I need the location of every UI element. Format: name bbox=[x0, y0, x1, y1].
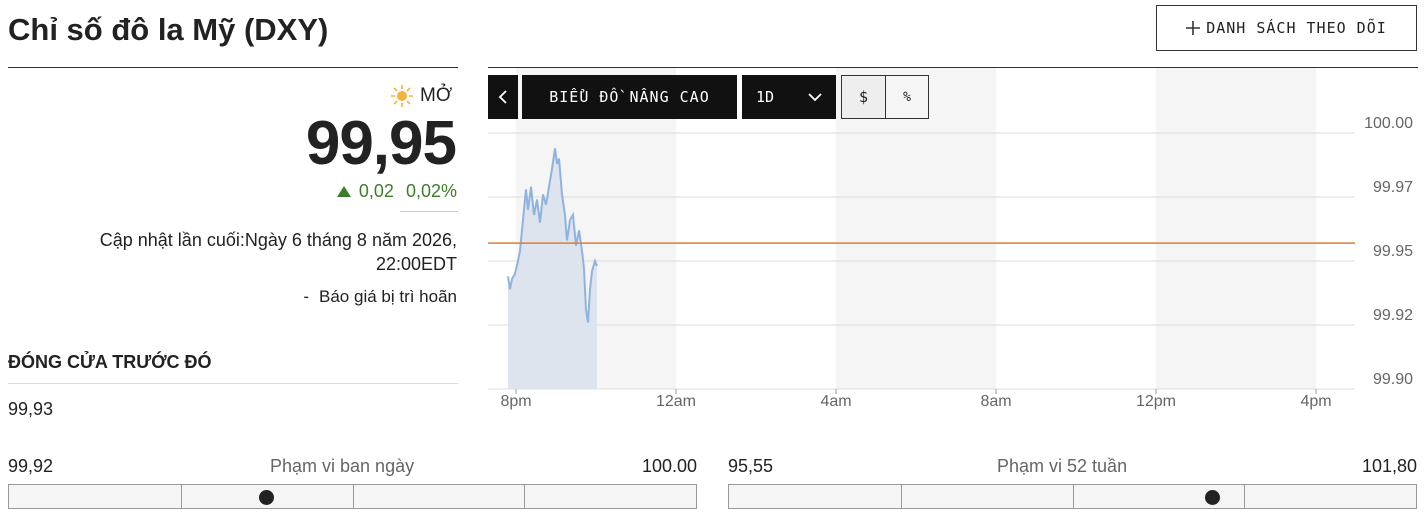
y-tick-label: 100.00 bbox=[1364, 115, 1413, 132]
range-divider bbox=[352, 485, 354, 508]
session-band bbox=[1156, 68, 1316, 389]
market-status: MỞ bbox=[420, 85, 453, 106]
updated-line: Cập nhật lần cuối:Ngày 6 tháng 8 năm 202… bbox=[99, 230, 457, 250]
watchlist-label: DANH SÁCH THEO DÕI bbox=[1206, 19, 1387, 37]
chevron-left bbox=[498, 90, 507, 104]
back-button[interactable] bbox=[488, 75, 518, 119]
week52-bar bbox=[728, 484, 1417, 509]
previous-close-label: ĐÓNG CỬA TRƯỚC ĐÓ bbox=[8, 352, 212, 372]
x-tick-label: 8am bbox=[980, 393, 1011, 410]
change: 0,02 bbox=[358, 181, 394, 201]
currency-toggle[interactable]: $ bbox=[841, 75, 886, 119]
price-line bbox=[507, 148, 598, 323]
previous-close-value: 99,93 bbox=[8, 399, 54, 419]
y-tick-label: 99.95 bbox=[1373, 243, 1413, 260]
day-range-high: 100.00 bbox=[641, 456, 697, 476]
range-marker bbox=[1204, 490, 1220, 505]
range-divider bbox=[1072, 485, 1074, 508]
divider bbox=[488, 67, 1418, 68]
session-band bbox=[836, 68, 996, 389]
x-tick-label: 8pm bbox=[500, 393, 531, 410]
range-marker bbox=[258, 490, 274, 505]
sun-icon bbox=[391, 85, 413, 107]
updated-line: 22:00EDT bbox=[375, 254, 457, 274]
x-tick-label: 12pm bbox=[1136, 393, 1176, 410]
up-arrow bbox=[336, 186, 351, 197]
divider bbox=[8, 383, 458, 384]
day-range-bar bbox=[8, 484, 697, 509]
watchlist-button[interactable]: DANH SÁCH THEO DÕI bbox=[1156, 5, 1417, 51]
range-divider bbox=[180, 485, 182, 508]
day-range-label: Phạm vi ban ngày bbox=[270, 456, 415, 476]
day-range-low: 99,92 bbox=[8, 456, 54, 476]
week52-low: 95,55 bbox=[728, 456, 774, 476]
chevron-down bbox=[808, 92, 822, 101]
delayed-marker: - bbox=[303, 287, 310, 306]
y-tick-label: 99.90 bbox=[1373, 371, 1413, 388]
x-tick-label: 4pm bbox=[1300, 393, 1331, 410]
week52-label: Phạm vi 52 tuần bbox=[997, 456, 1128, 476]
delayed-row: - Báo giá bị trì hoãn bbox=[303, 287, 457, 307]
range-divider bbox=[900, 485, 902, 508]
change-percent: 0,02% bbox=[405, 181, 457, 201]
divider bbox=[8, 67, 458, 68]
delayed-note: Báo giá bị trì hoãn bbox=[319, 287, 457, 306]
price: 99,95 bbox=[305, 109, 457, 178]
change-row: 0,02 0,02% bbox=[336, 181, 457, 202]
advanced-chart-button[interactable]: BIỂU ĐỒ NÂNG CAO bbox=[522, 75, 737, 119]
y-tick-label: 99.92 bbox=[1373, 307, 1413, 324]
y-tick-label: 99.97 bbox=[1373, 179, 1413, 196]
week52-high: 101,80 bbox=[1361, 456, 1417, 476]
x-tick-label: 12am bbox=[656, 393, 696, 410]
range-divider bbox=[524, 485, 526, 508]
percent-toggle[interactable]: % bbox=[885, 75, 929, 119]
x-tick-label: 4am bbox=[820, 393, 851, 410]
range-label: 1D bbox=[756, 88, 775, 106]
plus-icon bbox=[1186, 21, 1201, 35]
page-title: Chỉ số đô la Mỹ (DXY) bbox=[8, 12, 329, 47]
range-divider bbox=[1244, 485, 1246, 508]
area bbox=[508, 148, 597, 389]
range-dropdown[interactable]: 1D bbox=[742, 75, 836, 119]
divider bbox=[400, 211, 458, 212]
